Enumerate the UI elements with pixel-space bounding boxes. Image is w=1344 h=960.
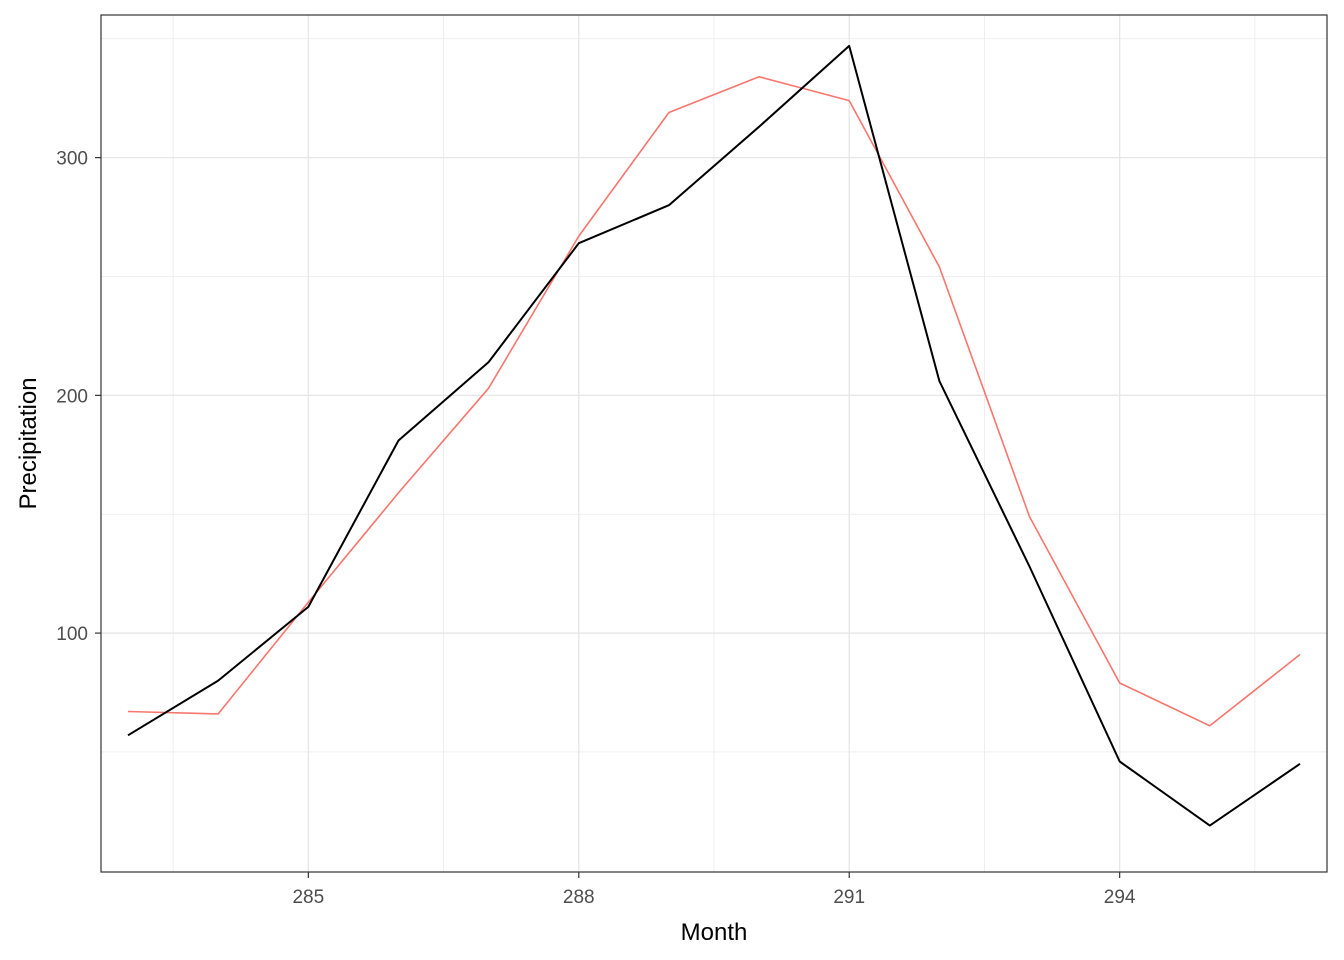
series-layer xyxy=(127,44,1301,827)
x-tick-label: 288 xyxy=(563,887,595,908)
x-tick-label: 285 xyxy=(292,887,324,908)
x-axis-title: Month xyxy=(681,919,748,946)
y-tick-label: 300 xyxy=(56,149,88,170)
major-gridlines xyxy=(101,15,1327,872)
series-line-red xyxy=(127,76,1301,727)
series-line-black xyxy=(127,44,1301,827)
x-axis-ticks: 285 288 291 294 xyxy=(292,872,1136,908)
y-axis-title: Precipitation xyxy=(15,377,42,509)
y-tick-label: 100 xyxy=(56,624,88,645)
minor-gridlines xyxy=(101,15,1327,872)
y-axis-ticks: 100 200 300 xyxy=(56,149,101,645)
panel-border xyxy=(100,14,1328,873)
y-tick-label: 200 xyxy=(56,386,88,407)
x-tick-label: 294 xyxy=(1104,887,1136,908)
x-tick-label: 291 xyxy=(833,887,865,908)
